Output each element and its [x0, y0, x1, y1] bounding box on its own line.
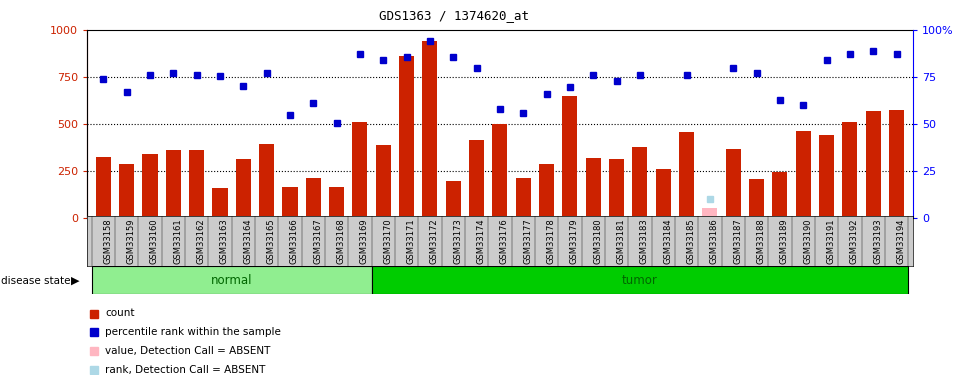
Bar — [353, 122, 367, 218]
Text: GSM33180: GSM33180 — [593, 218, 602, 264]
Bar — [399, 56, 414, 217]
Bar — [819, 135, 834, 218]
Bar — [282, 187, 298, 218]
Text: disease state: disease state — [1, 276, 71, 285]
Bar — [749, 179, 764, 218]
Bar — [119, 164, 134, 218]
Text: GSM33162: GSM33162 — [197, 218, 206, 264]
Text: GSM33170: GSM33170 — [384, 218, 392, 264]
Bar — [329, 187, 344, 218]
Text: GSM33163: GSM33163 — [220, 218, 229, 264]
Bar — [142, 154, 157, 218]
Bar — [96, 157, 111, 218]
Bar — [469, 140, 484, 218]
Bar — [445, 181, 461, 218]
Text: GSM33159: GSM33159 — [127, 218, 135, 264]
Bar — [772, 172, 787, 217]
Bar — [585, 158, 601, 218]
Text: GSM33179: GSM33179 — [570, 218, 579, 264]
Bar — [372, 266, 908, 294]
Bar — [493, 124, 507, 218]
Text: GSM33192: GSM33192 — [850, 218, 859, 264]
Text: GSM33178: GSM33178 — [547, 218, 555, 264]
Bar — [796, 131, 810, 218]
Text: GSM33158: GSM33158 — [103, 218, 112, 264]
Bar — [92, 266, 372, 294]
Text: GSM33186: GSM33186 — [710, 218, 719, 264]
Bar — [422, 41, 438, 218]
Text: GSM33173: GSM33173 — [453, 218, 463, 264]
Bar — [305, 178, 321, 218]
Bar — [213, 188, 228, 218]
Bar — [236, 159, 251, 218]
Bar — [539, 164, 554, 218]
Bar — [702, 208, 718, 218]
Bar — [725, 149, 741, 217]
Text: rank, Detection Call = ABSENT: rank, Detection Call = ABSENT — [105, 365, 266, 375]
Text: GSM33169: GSM33169 — [360, 218, 369, 264]
Bar — [562, 96, 578, 218]
Bar — [609, 159, 624, 218]
Text: ▶: ▶ — [71, 276, 79, 285]
Text: GSM33172: GSM33172 — [430, 218, 439, 264]
Bar — [679, 132, 695, 218]
Bar — [516, 178, 531, 218]
Text: GSM33174: GSM33174 — [476, 218, 486, 264]
Text: GSM33181: GSM33181 — [616, 218, 626, 264]
Text: GSM33167: GSM33167 — [313, 218, 323, 264]
Text: GSM33161: GSM33161 — [173, 218, 183, 264]
Text: GSM33184: GSM33184 — [664, 218, 672, 264]
Text: GSM33166: GSM33166 — [290, 218, 298, 264]
Bar — [189, 150, 204, 217]
Bar — [259, 144, 274, 218]
Text: GSM33183: GSM33183 — [639, 218, 649, 264]
Text: GSM33189: GSM33189 — [780, 218, 789, 264]
Text: count: count — [105, 309, 134, 318]
Text: value, Detection Call = ABSENT: value, Detection Call = ABSENT — [105, 346, 270, 356]
Text: GSM33193: GSM33193 — [873, 218, 882, 264]
Text: GSM33185: GSM33185 — [687, 218, 696, 264]
Text: GSM33188: GSM33188 — [756, 218, 765, 264]
Text: GSM33177: GSM33177 — [524, 218, 532, 264]
Text: GSM33171: GSM33171 — [407, 218, 415, 264]
Text: GSM33165: GSM33165 — [267, 218, 275, 264]
Text: percentile rank within the sample: percentile rank within the sample — [105, 327, 281, 337]
Text: GDS1363 / 1374620_at: GDS1363 / 1374620_at — [379, 9, 529, 22]
Text: GSM33191: GSM33191 — [827, 218, 836, 264]
Text: GSM33168: GSM33168 — [336, 218, 346, 264]
Bar — [842, 122, 858, 218]
Text: tumor: tumor — [622, 274, 658, 287]
Text: GSM33187: GSM33187 — [733, 218, 742, 264]
Bar — [633, 147, 647, 218]
Bar — [376, 146, 391, 218]
Text: normal: normal — [211, 274, 252, 287]
Text: GSM33176: GSM33176 — [500, 218, 509, 264]
Bar — [656, 169, 670, 217]
Text: GSM33160: GSM33160 — [150, 218, 159, 264]
Bar — [866, 111, 881, 218]
Text: GSM33194: GSM33194 — [896, 218, 905, 264]
Bar — [889, 110, 904, 218]
Text: GSM33190: GSM33190 — [803, 218, 812, 264]
Bar — [166, 150, 181, 217]
Text: GSM33164: GSM33164 — [243, 218, 252, 264]
